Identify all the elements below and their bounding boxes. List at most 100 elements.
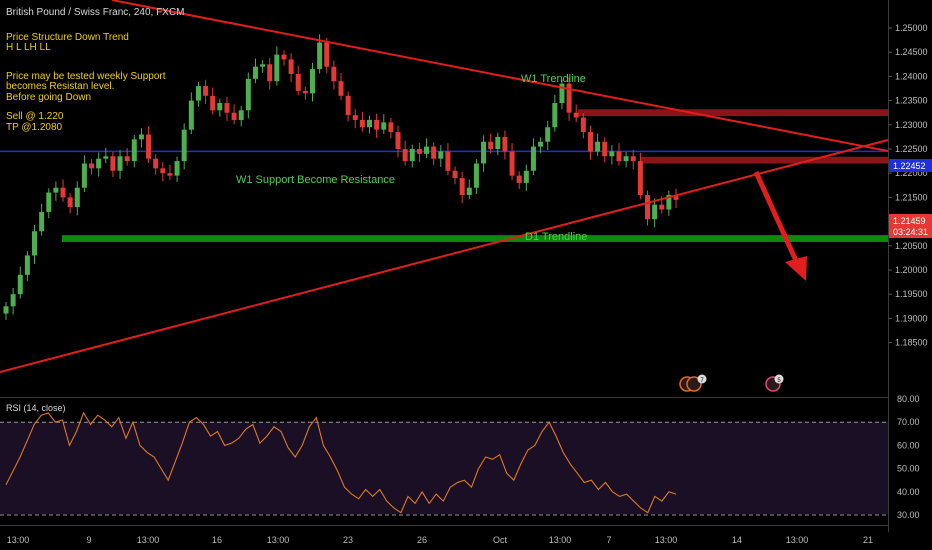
candle-body (416, 149, 422, 154)
candle-body (281, 54, 287, 60)
d1-trendline[interactable] (0, 139, 889, 373)
candle-body (459, 178, 465, 195)
candle-body (238, 110, 244, 120)
candle-body (552, 103, 558, 128)
candle-body (131, 139, 137, 162)
time-axis[interactable]: 13:00 9 13:00 16 13:00 23 26 Oct 13:00 7 13:00 14 13… (7, 535, 873, 545)
rsi-tick-label: 70.00 (897, 417, 920, 427)
note-line: Price may be tested weekly Support (6, 71, 166, 82)
rsi-tick-label: 30.00 (897, 510, 920, 520)
candle-body (110, 156, 116, 171)
candle-body (666, 194, 672, 210)
resistance-zone-lower[interactable] (640, 156, 888, 164)
note-line: Before going Down (6, 92, 91, 103)
time-tick-label: 14 (732, 535, 742, 545)
candle-body (181, 129, 187, 162)
candle-body (345, 95, 351, 116)
candle-body (146, 134, 152, 159)
price-pane[interactable] (0, 0, 888, 396)
candle-body (3, 306, 9, 314)
candle-body (559, 83, 565, 104)
candle-body (174, 161, 180, 176)
price-tick-label: 1.22000 (895, 168, 928, 178)
candle-body (488, 141, 494, 149)
current-support-badge: 1.22452 (889, 159, 932, 172)
candle-body (324, 42, 330, 67)
price-tick-label: 1.25000 (895, 23, 928, 33)
candlestick-series (3, 34, 679, 320)
rsi-tick-label: 60.00 (897, 440, 920, 450)
candle-body (17, 274, 23, 295)
note-line: Price Structure Down Trend (6, 32, 129, 43)
rsi-tick-label: 80.00 (897, 394, 920, 404)
candle-body (338, 81, 344, 96)
candle-body (481, 141, 487, 164)
candle-body (473, 163, 479, 188)
rsi-line[interactable] (5, 411, 677, 514)
time-tick-label: 23 (343, 535, 353, 545)
candle-body (431, 146, 437, 159)
d1-trendline-label: D1 Trendline (525, 231, 587, 243)
candle-body (24, 255, 30, 275)
rsi-tick-label: 50.00 (897, 464, 920, 474)
time-tick-label: 13:00 (7, 535, 30, 545)
candle-body (538, 141, 544, 147)
trade-notes: Price Structure Down Trend H L LH LL Pri… (6, 32, 166, 133)
candle-body (402, 149, 408, 162)
candle-body (395, 132, 401, 149)
bar-countdown: 03:24:31 (893, 227, 928, 237)
time-tick-label: 9 (86, 535, 91, 545)
candle-body (60, 187, 66, 198)
candle-body (523, 170, 529, 183)
candle-body (74, 187, 80, 208)
time-tick-label: 16 (212, 535, 222, 545)
candle-body (530, 146, 536, 171)
candle-body (381, 122, 387, 130)
price-tick-label: 1.20500 (895, 241, 928, 251)
candle-body (39, 211, 45, 232)
event-flag-icon[interactable]: 7 (679, 374, 707, 392)
candle-body (566, 83, 572, 113)
candle-body (502, 136, 508, 152)
candle-body (288, 59, 294, 74)
candle-body (352, 115, 358, 120)
candle-body (652, 204, 658, 220)
candle-body (89, 163, 95, 169)
take-profit-zone[interactable] (62, 235, 888, 242)
candle-body (295, 73, 301, 91)
price-tick-label: 1.19000 (895, 313, 928, 323)
time-tick-label: 13:00 (549, 535, 572, 545)
time-tick-label: 13:00 (786, 535, 809, 545)
candle-body (252, 66, 258, 79)
price-axis[interactable]: 1.25000 1.24500 1.24000 1.23500 1.23000 1.225… (888, 23, 928, 348)
price-tick-label: 1.19500 (895, 289, 928, 299)
candle-body (81, 163, 87, 188)
candle-body (96, 158, 102, 169)
candle-body (302, 90, 308, 94)
candle-body (203, 86, 209, 96)
price-tick-label: 1.23500 (895, 96, 928, 106)
candle-body (124, 156, 130, 162)
event-flag-icon[interactable]: 5 (765, 374, 784, 392)
candle-body (210, 95, 216, 111)
note-line: TP @1.2080 (6, 122, 63, 133)
symbol-title[interactable]: British Pound / Swiss Franc, 240, FXCM (6, 7, 184, 18)
candle-body (545, 127, 551, 142)
resistance-zone-upper[interactable] (578, 109, 888, 117)
candle-body (153, 158, 159, 169)
candle-body (509, 151, 515, 176)
price-tick-label: 1.20000 (895, 265, 928, 275)
time-tick-label: 13:00 (267, 535, 290, 545)
candle-body (388, 122, 394, 133)
price-tick-label: 1.24000 (895, 71, 928, 81)
time-tick-label: 21 (863, 535, 873, 545)
candle-body (245, 78, 251, 111)
candle-body (160, 168, 166, 174)
candle-body (495, 136, 501, 149)
w1-trendline[interactable] (111, 0, 889, 152)
w1-support-label: W1 Support Become Resistance (236, 174, 395, 186)
last-price-value: 1.21459 (893, 216, 926, 226)
candle-body (367, 119, 373, 128)
note-line: becomes Resistan level. (6, 81, 114, 92)
